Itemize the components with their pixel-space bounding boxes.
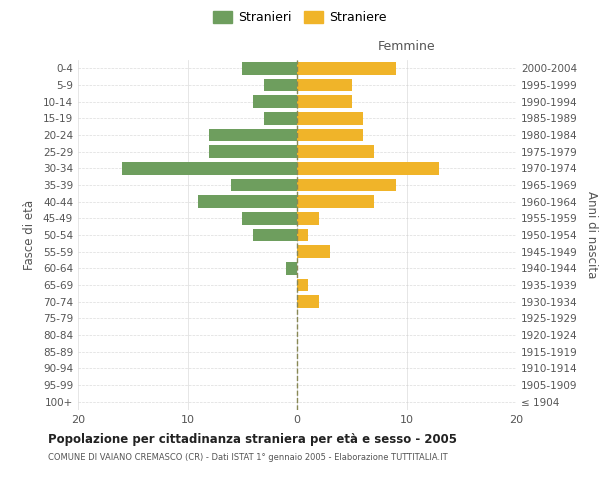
Bar [297,78,352,91]
Bar [264,112,297,124]
Bar [297,162,439,174]
Bar [297,128,362,141]
Y-axis label: Anni di nascita: Anni di nascita [584,192,598,278]
Bar [297,96,352,108]
Text: COMUNE DI VAIANO CREMASCO (CR) - Dati ISTAT 1° gennaio 2005 - Elaborazione TUTTI: COMUNE DI VAIANO CREMASCO (CR) - Dati IS… [48,452,448,462]
Bar [286,262,297,274]
Bar [297,146,374,158]
Bar [297,196,374,208]
Bar [209,128,297,141]
Text: Popolazione per cittadinanza straniera per età e sesso - 2005: Popolazione per cittadinanza straniera p… [48,432,457,446]
Bar [232,179,297,191]
Bar [297,112,362,124]
Bar [209,146,297,158]
Text: Femmine: Femmine [377,40,436,53]
Bar [297,279,308,291]
Bar [264,78,297,91]
Y-axis label: Fasce di età: Fasce di età [23,200,36,270]
Bar [297,296,319,308]
Bar [297,229,308,241]
Bar [122,162,297,174]
Bar [242,212,297,224]
Bar [199,196,297,208]
Bar [297,179,395,191]
Legend: Stranieri, Straniere: Stranieri, Straniere [208,6,392,29]
Bar [242,62,297,74]
Bar [253,96,297,108]
Bar [297,246,330,258]
Bar [297,62,395,74]
Bar [253,229,297,241]
Bar [297,212,319,224]
